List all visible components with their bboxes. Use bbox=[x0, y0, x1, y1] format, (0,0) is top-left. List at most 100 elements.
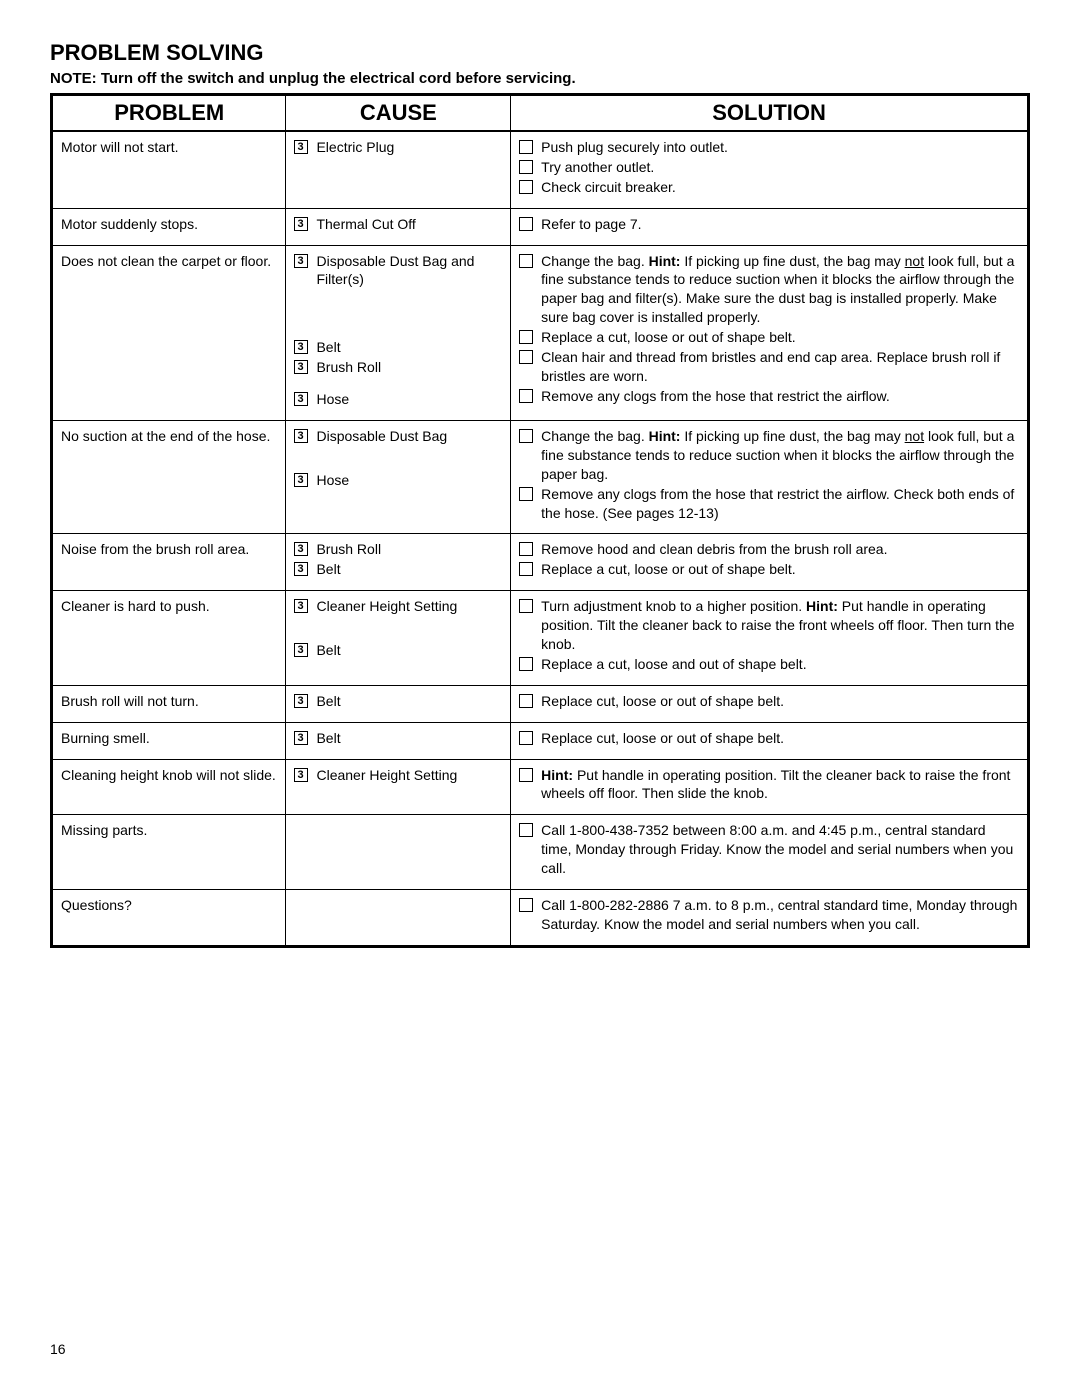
solution-text: Replace a cut, loose and out of shape be… bbox=[541, 655, 1019, 674]
solution-cell: Turn adjustment knob to a higher positio… bbox=[511, 591, 1029, 686]
table-row: Burning smell. Belt Replace cut, loose or … bbox=[52, 722, 1029, 759]
solution-cell: Replace cut, loose or out of shape belt. bbox=[511, 722, 1029, 759]
cause-icon bbox=[294, 254, 308, 268]
problem-cell: Cleaner is hard to push. bbox=[52, 591, 286, 686]
cause-cell bbox=[286, 815, 511, 890]
cause-cell: Cleaner Height Setting Belt bbox=[286, 591, 511, 686]
cause-icon bbox=[294, 768, 308, 782]
problem-cell: Questions? bbox=[52, 890, 286, 947]
solution-text: Remove any clogs from the hose that rest… bbox=[541, 387, 1019, 406]
solution-text: Turn adjustment knob to a higher positio… bbox=[541, 597, 1019, 654]
cause-text: Cleaner Height Setting bbox=[316, 597, 502, 616]
checkbox-icon bbox=[519, 160, 533, 174]
table-row: Brush roll will not turn. Belt Replace cut… bbox=[52, 685, 1029, 722]
cause-cell: Thermal Cut Off bbox=[286, 208, 511, 245]
solution-cell: Refer to page 7. bbox=[511, 208, 1029, 245]
checkbox-icon bbox=[519, 254, 533, 268]
problem-cell: Brush roll will not turn. bbox=[52, 685, 286, 722]
solution-text: Push plug securely into outlet. bbox=[541, 138, 1019, 157]
cause-icon bbox=[294, 392, 308, 406]
table-row: No suction at the end of the hose.Dispos… bbox=[52, 421, 1029, 534]
solution-cell: Change the bag. Hint: If picking up fine… bbox=[511, 421, 1029, 534]
checkbox-icon bbox=[519, 599, 533, 613]
solution-cell: Push plug securely into outlet.Try anoth… bbox=[511, 131, 1029, 208]
cause-icon bbox=[294, 542, 308, 556]
note-text: NOTE: Turn off the switch and unplug the… bbox=[50, 70, 1030, 87]
cause-icon bbox=[294, 731, 308, 745]
checkbox-icon bbox=[519, 429, 533, 443]
checkbox-icon bbox=[519, 768, 533, 782]
cause-icon bbox=[294, 217, 308, 231]
cause-text: Belt bbox=[316, 641, 502, 660]
cause-cell: Electric Plug bbox=[286, 131, 511, 208]
solution-text: Remove any clogs from the hose that rest… bbox=[541, 485, 1019, 523]
cause-icon bbox=[294, 360, 308, 374]
solution-cell: Change the bag. Hint: If picking up fine… bbox=[511, 245, 1029, 420]
cause-icon bbox=[294, 643, 308, 657]
checkbox-icon bbox=[519, 140, 533, 154]
checkbox-icon bbox=[519, 731, 533, 745]
cause-text: Belt bbox=[316, 729, 502, 748]
cause-cell: Disposable Dust BagHose bbox=[286, 421, 511, 534]
problem-cell: Cleaning height knob will not slide. bbox=[52, 759, 286, 815]
cause-cell bbox=[286, 890, 511, 947]
table-row: Questions? Call 1-800-282-2886 7 a.m. to … bbox=[52, 890, 1029, 947]
solution-cell: Call 1-800-282-2886 7 a.m. to 8 p.m., ce… bbox=[511, 890, 1029, 947]
cause-text: Hose bbox=[316, 390, 502, 409]
checkbox-icon bbox=[519, 898, 533, 912]
cause-icon bbox=[294, 694, 308, 708]
header-problem: PROBLEM bbox=[52, 95, 286, 132]
checkbox-icon bbox=[519, 694, 533, 708]
page-number: 16 bbox=[50, 1341, 66, 1357]
cause-icon bbox=[294, 340, 308, 354]
checkbox-icon bbox=[519, 487, 533, 501]
checkbox-icon bbox=[519, 562, 533, 576]
solution-text: Clean hair and thread from bristles and … bbox=[541, 348, 1019, 386]
solution-text: Change the bag. Hint: If picking up fine… bbox=[541, 252, 1019, 328]
cause-text: Hose bbox=[316, 471, 502, 490]
table-row: Noise from the brush roll area.Brush Rol… bbox=[52, 534, 1029, 591]
cause-text: Belt bbox=[316, 560, 502, 579]
problem-cell: No suction at the end of the hose. bbox=[52, 421, 286, 534]
checkbox-icon bbox=[519, 350, 533, 364]
cause-icon bbox=[294, 599, 308, 613]
cause-icon bbox=[294, 429, 308, 443]
solution-text: Replace a cut, loose or out of shape bel… bbox=[541, 560, 1019, 579]
cause-text: Disposable Dust Bag and Filter(s) bbox=[316, 252, 502, 290]
cause-cell: Belt bbox=[286, 685, 511, 722]
cause-text: Cleaner Height Setting bbox=[316, 766, 502, 785]
checkbox-icon bbox=[519, 217, 533, 231]
cause-cell: Belt bbox=[286, 722, 511, 759]
cause-text: Brush Roll bbox=[316, 358, 502, 377]
cause-icon bbox=[294, 140, 308, 154]
solution-text: Remove hood and clean debris from the br… bbox=[541, 540, 1019, 559]
cause-text: Belt bbox=[316, 338, 502, 357]
header-solution: SOLUTION bbox=[511, 95, 1029, 132]
cause-cell: Brush RollBelt bbox=[286, 534, 511, 591]
problem-cell: Motor will not start. bbox=[52, 131, 286, 208]
header-cause: CAUSE bbox=[286, 95, 511, 132]
table-row: Cleaner is hard to push.Cleaner Height S… bbox=[52, 591, 1029, 686]
table-row: Cleaning height knob will not slide. Clea… bbox=[52, 759, 1029, 815]
solution-text: Hint: Put handle in operating position. … bbox=[541, 766, 1019, 804]
checkbox-icon bbox=[519, 823, 533, 837]
solution-text: Replace cut, loose or out of shape belt. bbox=[541, 692, 1019, 711]
problem-cell: Does not clean the carpet or floor. bbox=[52, 245, 286, 420]
solution-text: Call 1-800-282-2886 7 a.m. to 8 p.m., ce… bbox=[541, 896, 1019, 934]
table-row: Does not clean the carpet or floor.Dispo… bbox=[52, 245, 1029, 420]
cause-icon bbox=[294, 562, 308, 576]
checkbox-icon bbox=[519, 389, 533, 403]
page-title: PROBLEM SOLVING bbox=[50, 40, 1030, 66]
solution-text: Refer to page 7. bbox=[541, 215, 1019, 234]
checkbox-icon bbox=[519, 657, 533, 671]
cause-cell: Disposable Dust Bag and Filter(s) BeltBru… bbox=[286, 245, 511, 420]
cause-text: Belt bbox=[316, 692, 502, 711]
solution-text: Try another outlet. bbox=[541, 158, 1019, 177]
cause-text: Brush Roll bbox=[316, 540, 502, 559]
problem-cell: Burning smell. bbox=[52, 722, 286, 759]
checkbox-icon bbox=[519, 180, 533, 194]
cause-icon bbox=[294, 473, 308, 487]
solution-cell: Call 1-800-438-7352 between 8:00 a.m. an… bbox=[511, 815, 1029, 890]
checkbox-icon bbox=[519, 330, 533, 344]
table-row: Motor suddenly stops.Thermal Cut OffRefe… bbox=[52, 208, 1029, 245]
